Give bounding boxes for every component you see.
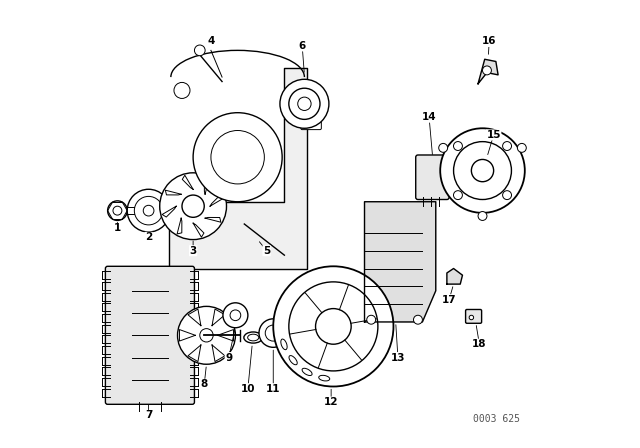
Circle shape bbox=[472, 159, 493, 182]
Circle shape bbox=[454, 191, 463, 199]
Polygon shape bbox=[365, 202, 436, 322]
Polygon shape bbox=[447, 268, 463, 284]
FancyBboxPatch shape bbox=[301, 120, 321, 129]
Text: 13: 13 bbox=[390, 353, 405, 362]
Ellipse shape bbox=[248, 334, 259, 341]
FancyBboxPatch shape bbox=[465, 310, 482, 323]
Circle shape bbox=[143, 205, 154, 216]
Ellipse shape bbox=[281, 339, 287, 350]
Polygon shape bbox=[193, 223, 204, 237]
Text: 1: 1 bbox=[114, 224, 121, 233]
Polygon shape bbox=[204, 178, 209, 194]
Circle shape bbox=[177, 306, 236, 364]
Polygon shape bbox=[188, 345, 201, 362]
Circle shape bbox=[113, 206, 122, 215]
Circle shape bbox=[174, 82, 190, 99]
Polygon shape bbox=[212, 345, 225, 362]
Polygon shape bbox=[218, 330, 234, 341]
Text: 11: 11 bbox=[266, 384, 280, 394]
Circle shape bbox=[223, 303, 248, 328]
Circle shape bbox=[454, 142, 511, 199]
Circle shape bbox=[440, 128, 525, 213]
Circle shape bbox=[182, 195, 204, 217]
Polygon shape bbox=[182, 175, 193, 189]
Circle shape bbox=[230, 310, 241, 321]
Circle shape bbox=[289, 282, 378, 371]
Circle shape bbox=[108, 201, 127, 220]
Circle shape bbox=[502, 191, 511, 199]
Text: 7: 7 bbox=[145, 410, 152, 420]
Circle shape bbox=[200, 329, 213, 342]
Polygon shape bbox=[478, 59, 498, 84]
Ellipse shape bbox=[319, 375, 330, 381]
Text: 5: 5 bbox=[263, 246, 270, 256]
Circle shape bbox=[259, 319, 287, 347]
Circle shape bbox=[134, 196, 163, 225]
Circle shape bbox=[193, 113, 282, 202]
Circle shape bbox=[298, 97, 311, 111]
Circle shape bbox=[517, 143, 526, 152]
Circle shape bbox=[483, 66, 492, 75]
Circle shape bbox=[160, 173, 227, 240]
Circle shape bbox=[265, 325, 281, 341]
Polygon shape bbox=[168, 68, 307, 268]
Circle shape bbox=[280, 79, 329, 128]
Text: 0003 625: 0003 625 bbox=[474, 414, 520, 424]
Text: 12: 12 bbox=[324, 397, 339, 407]
Text: 9: 9 bbox=[225, 353, 232, 362]
Circle shape bbox=[289, 88, 320, 119]
Circle shape bbox=[195, 45, 205, 56]
Text: 14: 14 bbox=[422, 112, 436, 122]
Polygon shape bbox=[179, 330, 195, 341]
Text: 8: 8 bbox=[200, 379, 208, 389]
Polygon shape bbox=[165, 190, 181, 195]
Circle shape bbox=[367, 315, 376, 324]
Circle shape bbox=[478, 211, 487, 220]
Circle shape bbox=[316, 309, 351, 344]
Polygon shape bbox=[210, 195, 224, 206]
Polygon shape bbox=[177, 218, 182, 234]
Polygon shape bbox=[205, 217, 221, 222]
Text: 18: 18 bbox=[472, 339, 486, 349]
Polygon shape bbox=[162, 206, 176, 217]
Text: 2: 2 bbox=[145, 233, 152, 242]
Circle shape bbox=[285, 105, 301, 121]
FancyBboxPatch shape bbox=[416, 155, 449, 199]
Circle shape bbox=[127, 189, 170, 232]
Circle shape bbox=[211, 130, 264, 184]
Circle shape bbox=[439, 143, 447, 152]
Circle shape bbox=[502, 142, 511, 151]
FancyBboxPatch shape bbox=[106, 266, 195, 404]
Circle shape bbox=[454, 142, 463, 151]
Ellipse shape bbox=[289, 356, 297, 365]
Ellipse shape bbox=[302, 368, 312, 375]
Ellipse shape bbox=[244, 332, 262, 343]
Circle shape bbox=[469, 315, 474, 320]
Text: 17: 17 bbox=[442, 295, 456, 305]
Circle shape bbox=[413, 315, 422, 324]
Text: 4: 4 bbox=[207, 36, 214, 47]
Text: 3: 3 bbox=[189, 246, 196, 256]
Text: 10: 10 bbox=[241, 384, 255, 394]
Text: 16: 16 bbox=[482, 36, 497, 47]
Circle shape bbox=[273, 266, 394, 387]
Polygon shape bbox=[188, 309, 201, 326]
Text: 6: 6 bbox=[299, 41, 306, 51]
Polygon shape bbox=[212, 309, 225, 326]
Text: 15: 15 bbox=[486, 130, 501, 140]
